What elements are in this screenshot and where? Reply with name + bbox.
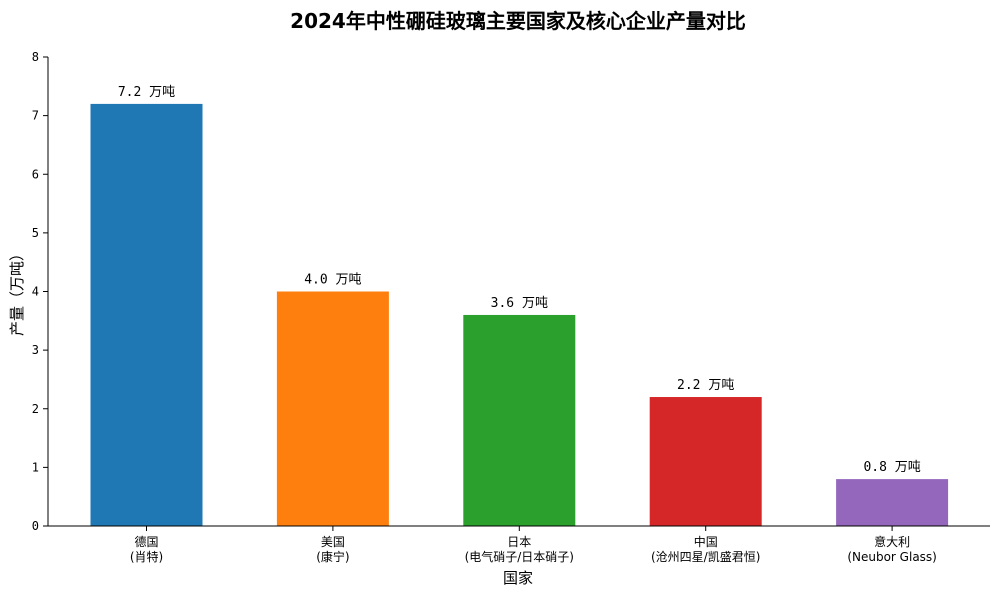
x-tick-label-country: 意大利	[874, 534, 910, 549]
data-label: 0.8 万吨	[863, 460, 920, 475]
y-tick-label: 0	[32, 519, 39, 533]
x-tick-label-country: 德国	[134, 534, 158, 549]
y-axis-label: 产量（万吨）	[8, 246, 26, 336]
x-tick-label-company: (肖特)	[130, 549, 163, 564]
x-tick-label-country: 中国	[694, 534, 718, 549]
y-tick-label: 4	[32, 285, 39, 299]
data-label: 4.0 万吨	[304, 273, 361, 288]
bar	[276, 291, 389, 526]
y-tick-label: 2	[32, 402, 39, 416]
x-tick-label-company: (电气硝子/日本硝子)	[465, 549, 574, 564]
y-tick-label: 6	[32, 167, 39, 181]
data-label: 3.6 万吨	[491, 296, 548, 311]
y-ticks-group: 0 1 2 3 4 5 6 7 8	[32, 50, 48, 533]
x-tick-label-company: (康宁)	[316, 549, 349, 564]
y-tick-label: 3	[32, 343, 39, 357]
bar	[90, 103, 203, 527]
y-tick-label: 1	[32, 460, 39, 474]
y-tick-label: 5	[32, 226, 39, 240]
x-axis-label: 国家	[503, 569, 533, 587]
bar	[649, 397, 762, 526]
x-categories-group: 德国(肖特) 美国(康宁) 日本(电气硝子/日本硝子) 中国(沧州四星/凯盛君恒) 意大…	[130, 526, 937, 564]
x-tick-label-country: 日本	[507, 535, 531, 549]
x-tick-label-country: 美国	[321, 535, 345, 549]
x-tick-label-company: (Neubor Glass)	[847, 550, 937, 564]
data-label: 2.2 万吨	[677, 378, 734, 393]
bars-group: 7.2 万吨 4.0 万吨 3.6 万吨 2.2 万吨 0.8 万吨	[90, 85, 949, 527]
y-tick-label: 7	[32, 109, 39, 123]
chart-title: 2024年中性硼硅玻璃主要国家及核心企业产量对比	[290, 9, 746, 33]
x-tick-label-company: (沧州四星/凯盛君恒)	[651, 549, 760, 564]
bar	[463, 314, 576, 526]
y-tick-label: 8	[32, 50, 39, 64]
data-label: 7.2 万吨	[118, 85, 175, 100]
bar	[836, 479, 949, 526]
